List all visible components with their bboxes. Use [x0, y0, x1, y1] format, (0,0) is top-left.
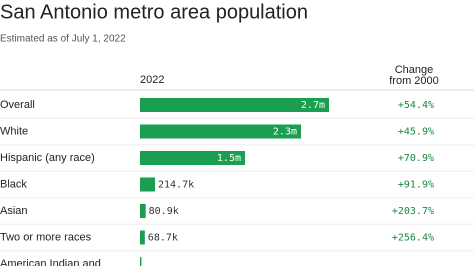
bar [140, 204, 146, 218]
category-label: White [0, 125, 28, 137]
value-label: 68.7k [148, 233, 178, 244]
change-label: +54.4% [398, 100, 434, 111]
category-label: Asian [0, 205, 28, 217]
bar [140, 230, 145, 245]
change-label: +70.9% [398, 153, 434, 164]
value-label: 214.7k [158, 180, 194, 191]
chart-title: San Antonio metro area population [0, 1, 308, 23]
category-label: American Indian and [0, 258, 101, 266]
column-header: Change [395, 64, 434, 76]
category-label: Black [0, 178, 27, 190]
value-label: 80.9k [149, 206, 179, 217]
category-label: Hispanic (any race) [0, 152, 95, 164]
change-label: +45.9% [398, 127, 434, 138]
change-label: +256.4% [392, 233, 434, 244]
category-label: Overall [0, 99, 35, 111]
bar [140, 177, 156, 192]
bar [140, 124, 301, 139]
bar [140, 257, 142, 266]
value-label: 1.5m [217, 153, 241, 164]
column-header: from 2000 [389, 75, 439, 87]
bar [140, 98, 329, 112]
value-label: 2.7m [301, 100, 325, 111]
bar [140, 151, 245, 165]
chart-subtitle: Estimated as of July 1, 2022 [0, 34, 126, 45]
value-label: 2.3m [273, 127, 297, 138]
category-label: Two or more races [0, 231, 92, 243]
change-label: +203.7% [392, 206, 434, 217]
column-header: 2022 [140, 74, 164, 86]
change-label: +91.9% [398, 180, 434, 191]
